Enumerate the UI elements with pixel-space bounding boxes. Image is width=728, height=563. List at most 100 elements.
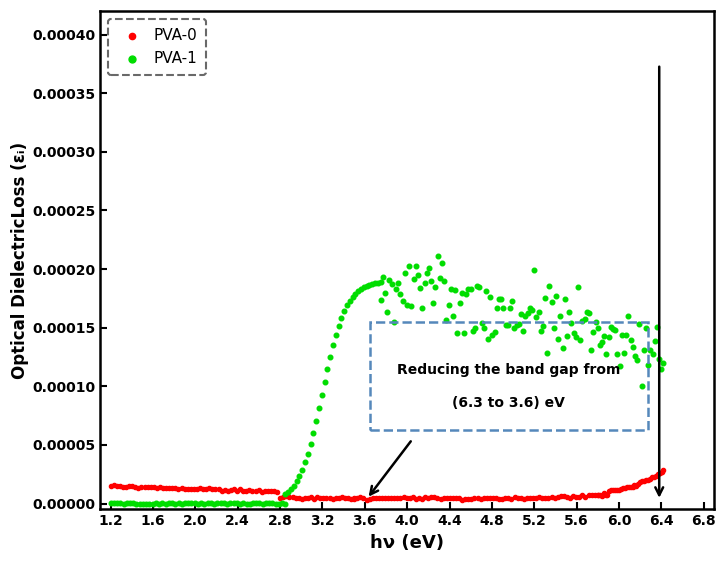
PVA-1 (633, 320, 645, 329)
PVA-1 (614, 362, 625, 371)
PVA-0 (105, 481, 116, 490)
PVA-0 (240, 487, 252, 496)
PVA-0 (244, 486, 256, 495)
PVA-0 (558, 491, 570, 501)
PVA-1 (627, 342, 638, 351)
PVA-1 (605, 323, 617, 332)
PVA-0 (586, 490, 598, 499)
PVA-1 (657, 359, 669, 368)
PVA-0 (429, 493, 440, 502)
PVA-1 (646, 349, 658, 358)
PVA-0 (395, 493, 406, 502)
PVA-1 (653, 354, 665, 363)
PVA-1 (218, 499, 230, 508)
Bar (370, 322, 648, 430)
PVA-1 (310, 417, 322, 426)
PVA-1 (375, 278, 387, 287)
PVA-1 (369, 279, 381, 288)
PVA-1 (513, 320, 525, 329)
PVA-1 (401, 300, 413, 309)
PVA-0 (132, 484, 144, 493)
PVA-1 (147, 499, 159, 508)
PVA-1 (189, 499, 200, 508)
PVA-1 (305, 440, 317, 449)
PVA-1 (377, 272, 389, 282)
PVA-1 (134, 499, 146, 508)
PVA-0 (222, 486, 234, 495)
PVA-1 (460, 290, 472, 299)
PVA-0 (259, 487, 271, 496)
PVA-0 (656, 468, 668, 477)
PVA-1 (105, 499, 116, 508)
PVA-0 (232, 486, 243, 495)
PVA-1 (568, 329, 579, 338)
PVA-1 (531, 313, 542, 322)
PVA-0 (163, 483, 175, 492)
PVA-0 (432, 493, 443, 502)
PVA-0 (349, 494, 360, 503)
PVA-1 (469, 324, 480, 333)
PVA-0 (127, 482, 138, 491)
PVA-0 (170, 484, 181, 493)
PVA-1 (173, 499, 184, 508)
PVA-0 (407, 493, 419, 502)
PVA-1 (421, 269, 432, 278)
PVA-0 (469, 494, 480, 503)
PVA-1 (559, 295, 571, 304)
PVA-1 (473, 282, 485, 291)
PVA-0 (462, 494, 474, 503)
PVA-0 (268, 486, 280, 495)
PVA-0 (413, 493, 424, 502)
PVA-0 (175, 484, 187, 493)
PVA-0 (454, 494, 465, 503)
PVA-1 (478, 324, 489, 333)
PVA-0 (475, 495, 486, 504)
PVA-1 (336, 313, 347, 322)
PVA-0 (210, 485, 221, 494)
PVA-1 (250, 499, 262, 508)
PVA-1 (221, 499, 233, 508)
PVA-1 (212, 499, 223, 508)
PVA-0 (219, 485, 231, 494)
PVA-1 (515, 310, 527, 319)
PVA-0 (447, 494, 459, 503)
PVA-0 (389, 494, 400, 503)
PVA-1 (561, 332, 573, 341)
PVA-1 (381, 308, 393, 317)
PVA-0 (478, 493, 489, 502)
PVA-0 (604, 486, 615, 495)
PVA-1 (629, 352, 641, 361)
PVA-0 (527, 493, 539, 502)
PVA-1 (397, 297, 408, 306)
PVA-1 (215, 499, 226, 508)
PVA-1 (170, 499, 181, 508)
PVA-0 (151, 484, 162, 493)
PVA-1 (642, 360, 654, 369)
PVA-1 (344, 296, 356, 305)
PVA-1 (454, 299, 465, 308)
PVA-0 (539, 493, 551, 502)
PVA-0 (370, 494, 381, 503)
PVA-0 (342, 493, 354, 502)
PVA-0 (312, 493, 323, 502)
PVA-0 (654, 468, 665, 477)
PVA-0 (277, 493, 289, 502)
PVA-0 (302, 493, 314, 502)
PVA-1 (273, 499, 285, 508)
PVA-0 (450, 494, 462, 503)
PVA-1 (524, 304, 536, 313)
PVA-0 (111, 481, 122, 490)
PVA-1 (325, 352, 336, 361)
PVA-1 (550, 292, 562, 301)
PVA-0 (589, 490, 601, 499)
PVA-1 (491, 303, 502, 312)
PVA-1 (277, 499, 288, 508)
PVA-1 (535, 326, 547, 335)
PVA-1 (583, 309, 595, 318)
PVA-1 (366, 279, 378, 288)
PVA-1 (347, 292, 358, 301)
PVA-1 (361, 282, 373, 291)
PVA-0 (638, 476, 650, 485)
PVA-0 (650, 471, 662, 480)
PVA-1 (542, 349, 553, 358)
